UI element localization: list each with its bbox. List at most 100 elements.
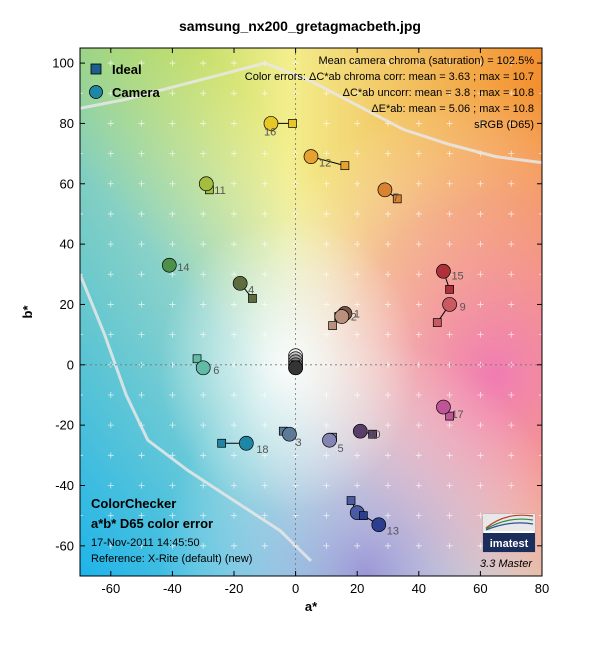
- camera-marker: [303, 149, 319, 164]
- grid-mark: [354, 542, 361, 549]
- grid-mark: [200, 391, 207, 398]
- grid-mark: [508, 482, 515, 489]
- grid-mark: [508, 331, 515, 338]
- grid-mark: [477, 90, 484, 97]
- grid-mark: [508, 422, 515, 429]
- grid-mark: [231, 452, 237, 459]
- patch-label: 14: [177, 262, 189, 274]
- patch-label: 5: [337, 443, 343, 455]
- grid-mark: [323, 90, 330, 97]
- grid-mark: [231, 180, 237, 187]
- grid-mark: [508, 90, 515, 97]
- grid-mark: [323, 331, 330, 338]
- camera-marker: [436, 263, 451, 279]
- camera-marker: [436, 399, 451, 415]
- camera-marker: [371, 517, 387, 533]
- grid-mark: [107, 60, 114, 67]
- grid-mark: [508, 452, 515, 459]
- grid-mark: [261, 331, 268, 338]
- grid-mark: [415, 482, 422, 489]
- grid-mark: [446, 391, 453, 398]
- grid-mark: [231, 90, 237, 97]
- patch-24: [288, 360, 303, 376]
- grid-mark: [446, 482, 453, 489]
- grid-mark: [138, 180, 145, 187]
- patch-3: 3: [278, 426, 302, 449]
- grid-mark: [446, 90, 453, 97]
- grid-mark: [385, 90, 391, 97]
- grid-mark: [415, 150, 422, 157]
- patch-label: 10: [368, 429, 380, 441]
- grid-mark: [415, 271, 422, 278]
- x-tick-label: 80: [535, 581, 549, 596]
- grid-mark: [200, 210, 207, 217]
- grid-mark: [323, 542, 330, 549]
- patch-label: 7: [393, 192, 399, 204]
- grid-mark: [508, 241, 515, 248]
- y-tick-label: 100: [52, 56, 74, 71]
- camera-marker: [238, 435, 254, 451]
- patch-label: 16: [264, 126, 276, 138]
- gamut-background: [80, 48, 542, 576]
- grid-mark: [107, 301, 114, 308]
- grid-mark: [415, 60, 422, 67]
- grid-mark: [446, 452, 453, 459]
- y-tick-label: 0: [67, 357, 74, 372]
- y-tick-label: 80: [60, 116, 74, 131]
- annotation-chroma-corr: Color errors: ΔC*ab chroma corr: mean = …: [245, 71, 534, 83]
- grid-mark: [231, 120, 237, 127]
- grid-mark: [385, 241, 391, 248]
- grid-mark: [477, 180, 484, 187]
- grid-mark: [415, 241, 422, 248]
- grid-mark: [415, 391, 422, 398]
- x-tick-label: -20: [225, 581, 244, 596]
- grid-mark: [508, 391, 515, 398]
- patch-5: 5: [322, 432, 344, 455]
- grid-mark: [80, 391, 83, 398]
- x-tick-label: 20: [350, 581, 364, 596]
- grid-mark: [169, 210, 176, 217]
- grid-mark: [385, 60, 391, 67]
- grid-mark: [169, 241, 176, 248]
- grid-mark: [385, 542, 391, 549]
- grid-mark: [231, 271, 237, 278]
- ideal-marker: [392, 194, 402, 204]
- grid-mark: [446, 60, 453, 67]
- grid-mark: [477, 391, 484, 398]
- y-tick-label: -60: [55, 538, 74, 553]
- grid-mark: [323, 241, 330, 248]
- patch-4: 4: [232, 275, 257, 303]
- grid-mark: [446, 422, 453, 429]
- ideal-marker: [340, 161, 350, 171]
- grid-mark: [354, 60, 361, 67]
- grid-mark: [169, 120, 176, 127]
- grid-mark: [323, 60, 330, 67]
- info-block: ColorChecker a*b* D65 color error 17-Nov…: [91, 496, 252, 565]
- x-tick-label: 0: [292, 581, 299, 596]
- ideal-marker: [192, 354, 202, 364]
- grid-mark: [107, 542, 114, 549]
- grid-mark: [446, 210, 453, 217]
- grid-mark: [415, 90, 422, 97]
- grid-mark: [261, 422, 268, 429]
- grid-mark: [107, 271, 114, 278]
- patch-7: 7: [377, 182, 402, 204]
- grid-mark: [354, 210, 361, 217]
- grid-mark: [138, 301, 145, 308]
- camera-marker: [282, 426, 297, 442]
- grid-mark: [477, 512, 484, 519]
- grid-mark: [107, 241, 114, 248]
- patch-17: 17: [436, 399, 464, 421]
- grid-mark: [539, 210, 542, 217]
- grid-mark: [477, 60, 484, 67]
- grid-mark: [261, 512, 268, 519]
- grid-mark: [138, 542, 145, 549]
- info-reference: Reference: X-Rite (default) (new): [91, 553, 252, 565]
- grid-mark: [354, 452, 361, 459]
- patch-label: 3: [295, 437, 301, 449]
- info-title: ColorChecker: [91, 496, 176, 511]
- patch-9: 9: [432, 297, 466, 327]
- legend-camera-marker: [89, 85, 103, 99]
- grid-mark: [354, 241, 361, 248]
